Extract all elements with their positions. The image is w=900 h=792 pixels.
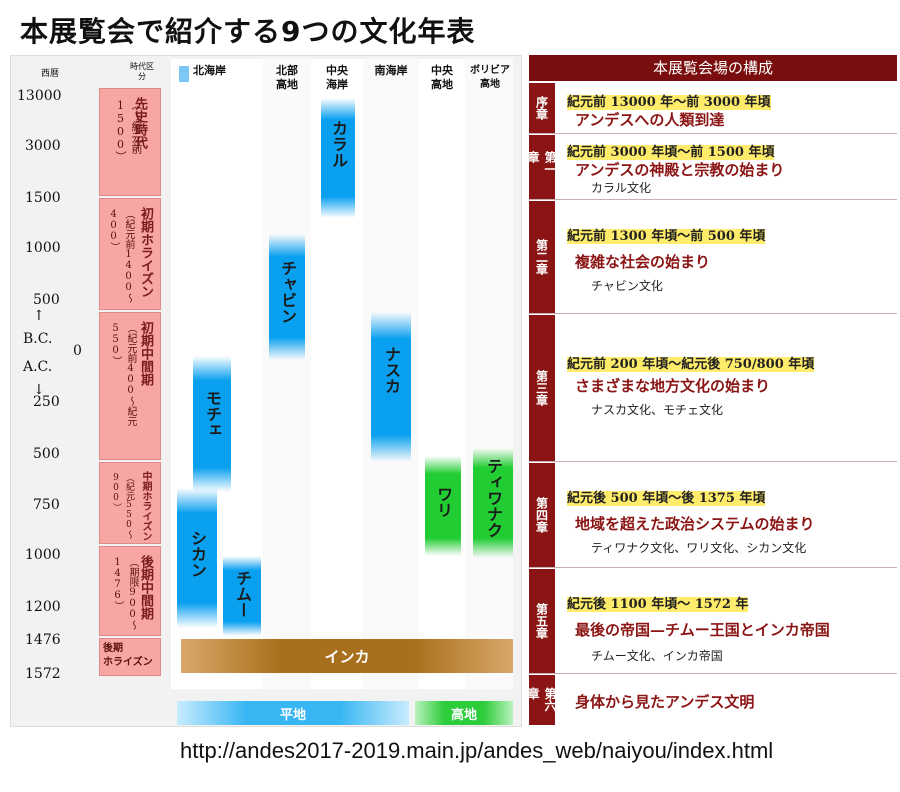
chapter-cultures: カラル文化 <box>591 181 652 195</box>
band-highland: 高地 <box>415 701 513 725</box>
period-range: （紀元前1400〜400） <box>108 209 134 303</box>
culture-nasca: ナスカ <box>371 312 411 462</box>
axis-bc-label: B.C. <box>23 331 53 347</box>
culture-chavin: チャビン <box>269 234 305 360</box>
year-label: 500 <box>33 292 60 308</box>
chapter-tag: 第五章 <box>534 603 549 639</box>
year-label: 500 <box>33 446 60 462</box>
year-label: 1572 <box>25 666 61 682</box>
period-early-horizon: 初期ホライズン （紀元前1400〜400） <box>99 198 161 310</box>
chapter-6: 第六章 身体から見たアンデス文明 <box>526 675 897 725</box>
chapter-period: 紀元後 1100 年頃〜 1572 年 <box>567 597 749 612</box>
year-label: 250 <box>33 394 60 410</box>
period-late-intermediate: 後期中間期 （期限900〜1476） <box>99 546 161 636</box>
axis-ac-label: A.C. <box>23 359 53 375</box>
chapter-theme: さまざまな地方文化の始まり <box>575 377 771 395</box>
period-header: 時代区分 <box>130 62 154 81</box>
period-range: （〜紀元前1500） <box>114 99 143 162</box>
year-header: 西暦 <box>41 69 60 79</box>
chapter-prologue: 序章 紀元前 13000 年〜前 3000 年頃 アンデスへの人類到達 <box>529 83 897 134</box>
culture-moche: モチェ <box>193 356 231 492</box>
axis-up-arrow: ↑ <box>33 308 45 324</box>
period-name: 後期 ホライズン <box>103 643 153 668</box>
column-north-highland <box>263 59 311 689</box>
period-name: 初期中間期 <box>138 321 153 386</box>
north-coast-swatch <box>179 66 189 82</box>
period-range: （紀元550〜900） <box>111 473 134 539</box>
column-header-bolivia-highland: ボリビア 高地 <box>470 65 510 90</box>
culture-inca: インカ <box>181 639 513 673</box>
chapter-period: 紀元前 3000 年頃〜前 1500 年頃 <box>567 145 775 160</box>
culture-caral: カラル <box>321 98 355 218</box>
chapter-tag: 第四章 <box>534 497 549 533</box>
chapter-theme: 複雑な社会の始まり <box>575 253 711 271</box>
timeline-chart: 西暦 時代区分 北海岸 北部 高地 中央 海岸 南海岸 中央 高地 ボリビア 高… <box>10 55 522 727</box>
year-label: 1476 <box>25 632 61 648</box>
chapter-tag: 第三章 <box>534 370 549 406</box>
chapter-tag: 第六章 <box>526 687 557 712</box>
culture-chimu: チムー <box>223 556 261 636</box>
year-label: 1000 <box>25 547 61 563</box>
period-name: 先史時代 <box>132 97 147 149</box>
year-label: 1200 <box>25 599 61 615</box>
chapter-cultures: ナスカ文化、モチェ文化 <box>591 403 724 417</box>
year-label: 0 <box>73 343 82 359</box>
period-name: 中期ホライズン <box>140 471 151 541</box>
year-label: 1000 <box>25 240 61 256</box>
chapter-1: 第一章 紀元前 3000 年頃〜前 1500 年頃 アンデスの神殿と宗教の始まり… <box>526 135 897 200</box>
period-early-intermediate: 初期中間期 （紀元前400〜紀元550） <box>99 312 161 460</box>
period-name: 後期中間期 <box>138 555 153 620</box>
year-label: 13000 <box>17 88 62 104</box>
page-title: 本展覧会で紹介する9つの文化年表 <box>20 15 476 48</box>
chapter-3: 第三章 紀元前 200 年頃〜紀元後 750/800 年頃 さまざまな地方文化の… <box>529 315 897 462</box>
period-middle-horizon: 中期ホライズン （紀元550〜900） <box>99 462 161 544</box>
period-late-horizon: 後期 ホライズン <box>99 638 161 676</box>
chapter-theme: 地域を超えた政治システムの始まり <box>575 515 815 533</box>
year-label: 3000 <box>25 138 61 154</box>
source-url: http://andes2017-2019.main.jp/andes_web/… <box>180 738 774 763</box>
year-label: 750 <box>33 497 60 513</box>
chapter-4: 第四章 紀元後 500 年頃〜後 1375 年頃 地域を超えた政治システムの始ま… <box>529 463 897 568</box>
culture-tiwanaku: ティワナク <box>473 448 513 558</box>
column-bolivia-highland <box>465 59 513 689</box>
chapter-tag: 第二章 <box>534 239 549 275</box>
chapter-period: 紀元前 200 年頃〜紀元後 750/800 年頃 <box>567 357 815 372</box>
chapter-period: 紀元前 1300 年頃〜前 500 年頃 <box>567 229 766 244</box>
chapter-cultures: ティワナク文化、ワリ文化、シカン文化 <box>591 541 807 555</box>
chapter-period: 紀元後 500 年頃〜後 1375 年頃 <box>567 491 766 506</box>
band-lowland: 平地 <box>177 701 409 725</box>
axis-down-arrow: ↓ <box>33 382 45 398</box>
period-prehistoric: 先史時代 （〜紀元前1500） <box>99 88 161 196</box>
chapter-tag: 第一章 <box>526 151 557 175</box>
period-name: 初期ホライズン <box>138 207 153 298</box>
column-header-south-coast: 南海岸 <box>374 64 408 77</box>
period-range: （期限900〜1476） <box>112 557 138 630</box>
chapter-5: 第五章 紀元後 1100 年頃〜 1572 年 最後の帝国—チムー王国とインカ帝… <box>529 569 897 674</box>
chapter-theme: 最後の帝国—チムー王国とインカ帝国 <box>575 621 830 639</box>
chapter-cultures: チムー文化、インカ帝国 <box>591 649 723 663</box>
column-header-north-coast: 北海岸 <box>193 64 226 77</box>
chapter-period: 紀元前 13000 年〜前 3000 年頃 <box>567 95 771 110</box>
chapter-theme: アンデスへの人類到達 <box>575 111 725 129</box>
column-header-north-highland: 北部 高地 <box>276 64 298 91</box>
composition-title: 本展覧会場の構成 <box>529 55 897 81</box>
exhibition-composition: 本展覧会場の構成 序章 紀元前 13000 年〜前 3000 年頃 アンデスへの… <box>526 55 897 725</box>
chapter-cultures: チャビン文化 <box>591 279 663 293</box>
column-header-central-highland: 中央 高地 <box>431 64 453 91</box>
column-header-central-coast: 中央 海岸 <box>326 64 348 91</box>
chapter-theme: 身体から見たアンデス文明 <box>575 693 755 711</box>
period-range: （紀元前400〜紀元550） <box>110 323 136 426</box>
chapter-tag: 序章 <box>534 96 549 120</box>
column-central-highland <box>419 59 465 689</box>
culture-sican: シカン <box>177 488 217 628</box>
chapter-2: 第二章 紀元前 1300 年頃〜前 500 年頃 複雑な社会の始まり チャビン文… <box>529 201 897 314</box>
chapter-theme: アンデスの神殿と宗教の始まり <box>575 161 785 179</box>
culture-wari: ワリ <box>425 456 461 556</box>
year-label: 1500 <box>25 190 61 206</box>
